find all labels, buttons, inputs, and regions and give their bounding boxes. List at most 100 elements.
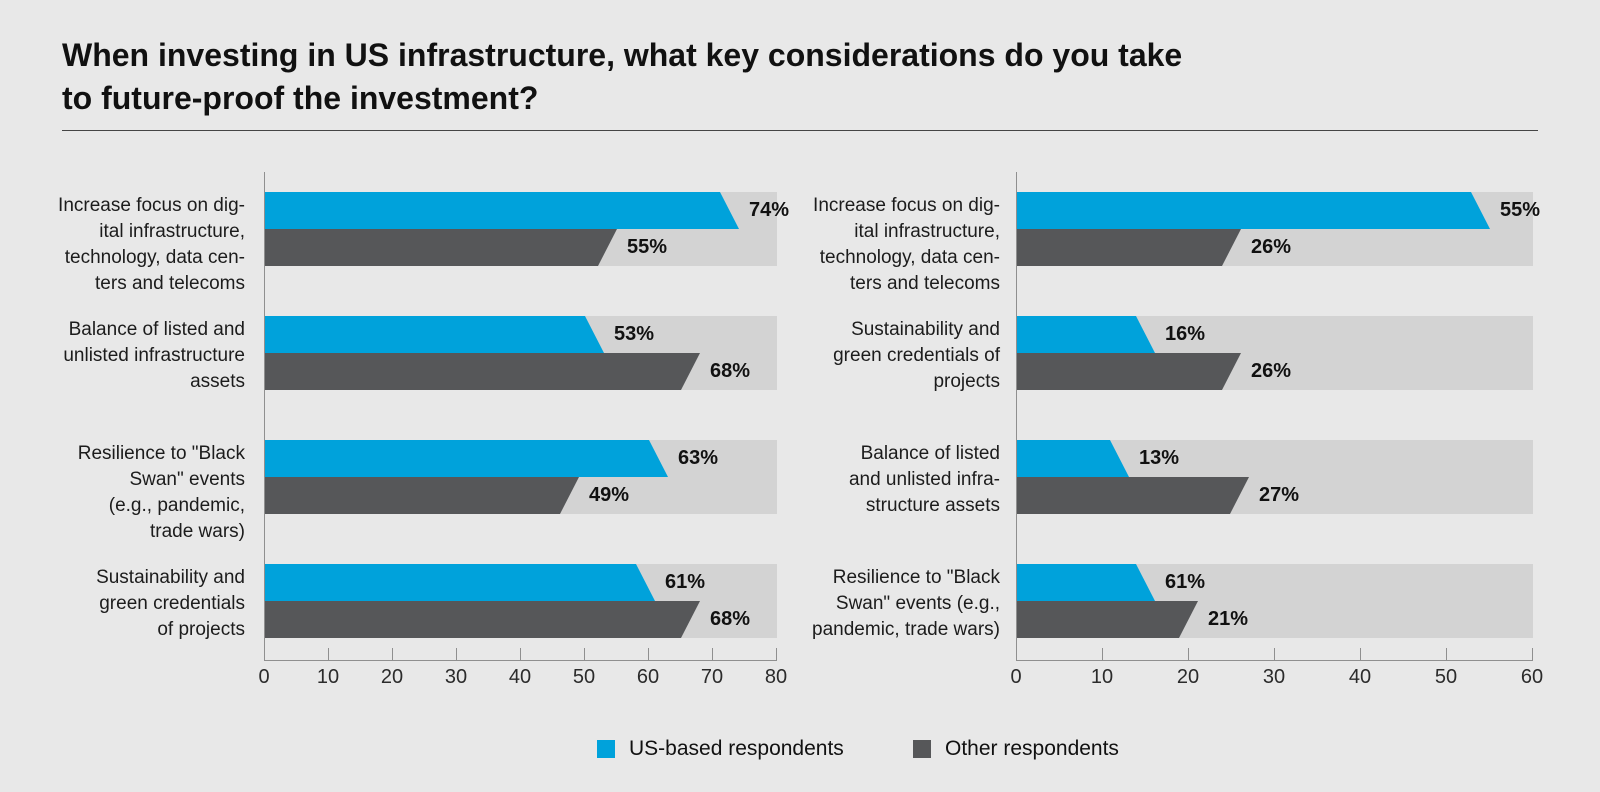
us-value-label: 74% [749, 199, 790, 221]
category-label-line: assets [190, 371, 245, 392]
y-axis-line [1016, 172, 1017, 660]
axis-tick-label: 30 [1262, 666, 1286, 688]
category-label-line: Resilience to "Black [77, 443, 245, 464]
axis-tick [648, 648, 649, 660]
category-label-line: Sustainability and [96, 567, 245, 588]
legend-label-us: US-based respondents [629, 737, 844, 760]
category-label: Increase focus on dig-ital infrastructur… [795, 193, 1000, 297]
other-bar [265, 601, 700, 638]
us-value-label: 16% [1165, 323, 1206, 345]
y-axis-line [264, 172, 265, 660]
us-bar [265, 192, 739, 229]
legend-swatch-us [597, 740, 615, 758]
category-label-line: and unlisted infra- [848, 469, 1000, 490]
legend-swatch-other [913, 740, 931, 758]
axis-tick-label: 50 [1434, 666, 1458, 688]
axis-tick-label: 0 [258, 666, 270, 688]
other-bar [265, 477, 579, 514]
category-label: Resilience to "Black Swan" events (e.g., p… [40, 441, 245, 545]
us-bar [265, 564, 655, 601]
us-bar [1017, 316, 1155, 353]
category-label: Balance of listed and unlisted infrastruc… [40, 317, 245, 395]
category-label-line: technology, data cen- [64, 247, 245, 268]
category-label-line: ital infrastructure, [99, 221, 245, 242]
us-bar [1017, 440, 1129, 477]
us-value-label: 61% [665, 571, 706, 593]
other-bar [1017, 229, 1241, 266]
axis-tick-label: 40 [508, 666, 532, 688]
other-value-label: 68% [710, 608, 751, 630]
category-label: Increase focus on dig-ital infrastructur… [40, 193, 245, 297]
axis-tick [456, 648, 457, 660]
axis-tick [1360, 648, 1361, 660]
category-label-line: ters and telecoms [95, 273, 245, 294]
category-label-line: Swan" events (e.g., [835, 593, 1000, 614]
x-axis-line [264, 660, 777, 661]
axis-tick [1016, 648, 1017, 660]
us-value-label: 63% [678, 447, 719, 469]
title-line-2: to future-proof the investment? [62, 80, 539, 116]
legend-label-other: Other respondents [945, 737, 1119, 760]
other-bar [1017, 353, 1241, 390]
us-bar [265, 316, 604, 353]
axis-tick-label: 40 [1348, 666, 1372, 688]
axis-tick [1102, 648, 1103, 660]
axis-tick-label: 20 [1176, 666, 1200, 688]
us-bar [1017, 564, 1155, 601]
axis-tick-label: 10 [316, 666, 340, 688]
axis-tick-label: 0 [1010, 666, 1022, 688]
category-label-line: ters and telecoms [850, 273, 1000, 294]
axis-tick [520, 648, 521, 660]
other-value-label: 55% [627, 236, 668, 258]
axis-tick-label: 20 [380, 666, 404, 688]
category-label-line: Balance of listed and [68, 319, 245, 340]
category-label-line: of projects [157, 619, 245, 640]
category-label-line: unlisted infrastructure [63, 345, 245, 366]
other-value-label: 68% [710, 360, 751, 382]
category-label-line: structure assets [865, 495, 1000, 516]
axis-tick [264, 648, 265, 660]
other-value-label: 49% [589, 484, 630, 506]
axis-tick [1274, 648, 1275, 660]
category-label: Sustainability and green credentials of pr… [40, 565, 245, 643]
axis-tick-label: 60 [1520, 666, 1544, 688]
x-axis-line [1016, 660, 1533, 661]
axis-tick-label: 10 [1090, 666, 1114, 688]
axis-tick-label: 70 [700, 666, 724, 688]
category-label-line: green credentials of [833, 345, 1000, 366]
category-label: Balance of listed and unlisted infra-stru… [795, 441, 1000, 519]
other-value-label: 26% [1251, 360, 1292, 382]
category-label-line: trade wars) [149, 521, 245, 542]
us-value-label: 13% [1139, 447, 1180, 469]
category-label-line: Increase focus on dig- [813, 195, 1000, 216]
us-value-label: 55% [1500, 199, 1541, 221]
other-value-label: 27% [1259, 484, 1300, 506]
category-label-line: Resilience to "Black [832, 567, 1000, 588]
us-bar [1017, 192, 1490, 229]
axis-tick-label: 80 [764, 666, 788, 688]
category-label-line: Swan" events [129, 469, 245, 490]
axis-tick-label: 60 [636, 666, 660, 688]
category-label-line: projects [933, 371, 1000, 392]
chart-title: When investing in US infrastructure, wha… [62, 34, 1182, 120]
us-value-label: 61% [1165, 571, 1206, 593]
title-line-1: When investing in US infrastructure, wha… [62, 37, 1183, 73]
category-label-line: technology, data cen- [819, 247, 1000, 268]
other-bar [265, 229, 617, 266]
axis-tick [1188, 648, 1189, 660]
axis-tick [1532, 648, 1533, 660]
axis-tick-label: 50 [572, 666, 596, 688]
category-label-line: pandemic, trade wars) [812, 619, 1000, 640]
other-bar [1017, 477, 1249, 514]
category-label-line: Balance of listed [860, 443, 1000, 464]
axis-tick [776, 648, 777, 660]
category-label-line: Sustainability and [851, 319, 1000, 340]
other-bar [1017, 601, 1198, 638]
us-bar [265, 440, 668, 477]
category-label: Sustainability and green credentials of pr… [795, 317, 1000, 395]
axis-tick-label: 30 [444, 666, 468, 688]
category-label: Resilience to "Black Swan" events (e.g., p… [795, 565, 1000, 643]
axis-tick [328, 648, 329, 660]
category-label-line: green credentials [99, 593, 245, 614]
